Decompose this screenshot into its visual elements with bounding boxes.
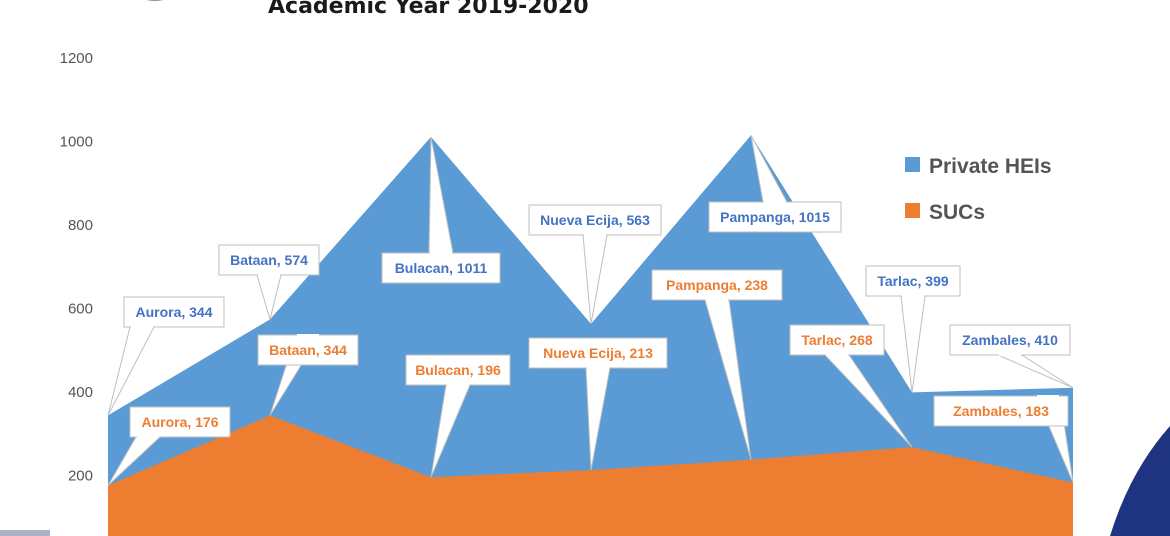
sucs-data-label: Bataan, 344: [269, 342, 347, 358]
private-data-label-box: [381, 252, 501, 284]
private-data-label: Tarlac, 399: [877, 273, 949, 289]
private-data-label: Nueva Ecija, 563: [540, 212, 650, 228]
legend-swatch-private: [905, 157, 920, 172]
sucs-area: [108, 415, 1073, 536]
chart-areas: [108, 135, 1073, 536]
private-data-label-box: [708, 201, 842, 233]
sucs-data-label: Zambales, 183: [953, 403, 1049, 419]
corner-strip-decoration: [0, 530, 50, 536]
corner-decoration: [1110, 426, 1170, 536]
private-data-label-box: [123, 296, 225, 328]
private-data-label: Bulacan, 1011: [395, 260, 488, 276]
private-heis-area: [108, 135, 1073, 536]
y-tick-label: 1000: [60, 134, 93, 151]
sucs-data-label-box: [257, 334, 359, 366]
sucs-data-label: Aurora, 176: [141, 414, 218, 430]
sucs-data-label-box: [129, 406, 231, 438]
legend-label-sucs: SUCs: [929, 201, 985, 224]
sucs-data-label-box: [405, 354, 511, 386]
legend-label-private: Private HEIs: [929, 155, 1052, 178]
private-data-label: Pampanga, 1015: [720, 209, 830, 225]
sucs-data-label: Pampanga, 238: [666, 277, 768, 293]
private-data-label-box: [218, 244, 320, 276]
private-data-label-pointer: [900, 295, 926, 393]
sucs-data-label-box: [528, 337, 668, 369]
chart-title: Academic Year 2019-2020: [268, 0, 589, 19]
y-tick-label: 1200: [60, 50, 93, 67]
sucs-data-label: Nueva Ecija, 213: [543, 345, 653, 361]
y-tick-label: 600: [68, 301, 93, 318]
sucs-data-label: Tarlac, 268: [801, 332, 873, 348]
legend-swatch-sucs: [905, 203, 920, 218]
y-tick-label: 200: [68, 468, 93, 485]
y-tick-label: 400: [68, 384, 93, 401]
y-axis-ticks: 200 400 600 800 1000 1200: [60, 50, 93, 485]
legend: Private HEIs SUCs: [905, 155, 1052, 224]
y-tick-label: 800: [68, 217, 93, 234]
private-data-label: Aurora, 344: [135, 304, 212, 320]
sucs-data-label: Bulacan, 196: [415, 362, 501, 378]
private-data-label-pointer: [997, 354, 1074, 389]
sucs-data-label-box: [789, 324, 885, 356]
private-data-label: Bataan, 574: [230, 252, 308, 268]
sucs-data-label-box: [933, 395, 1069, 427]
data-label-callouts: Aurora, 344 Bataan, 574 Bulacan, 1011 Nueva…: [107, 135, 1074, 486]
private-data-label: Zambales, 410: [962, 332, 1058, 348]
private-data-label-box: [865, 265, 961, 297]
